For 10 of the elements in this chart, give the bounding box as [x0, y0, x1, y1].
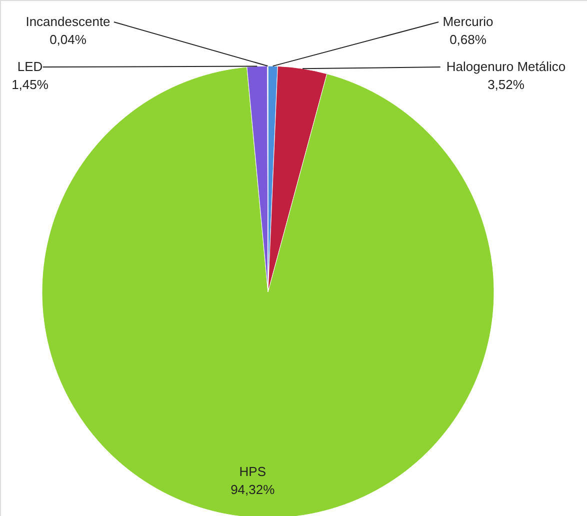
slice-label: Halogenuro Metálico — [446, 59, 566, 74]
data-label: 0,68% — [450, 32, 487, 47]
data-label: 1,45% — [12, 77, 49, 92]
data-label: 0,04% — [50, 32, 87, 47]
data-label: 3,52% — [488, 77, 525, 92]
slice-label: LED — [17, 59, 43, 74]
slice-label: Incandescente — [26, 14, 110, 29]
slice-label: HPS — [239, 464, 266, 480]
data-label: 94,32% — [230, 482, 276, 498]
slice-label: Mercurio — [442, 14, 494, 29]
